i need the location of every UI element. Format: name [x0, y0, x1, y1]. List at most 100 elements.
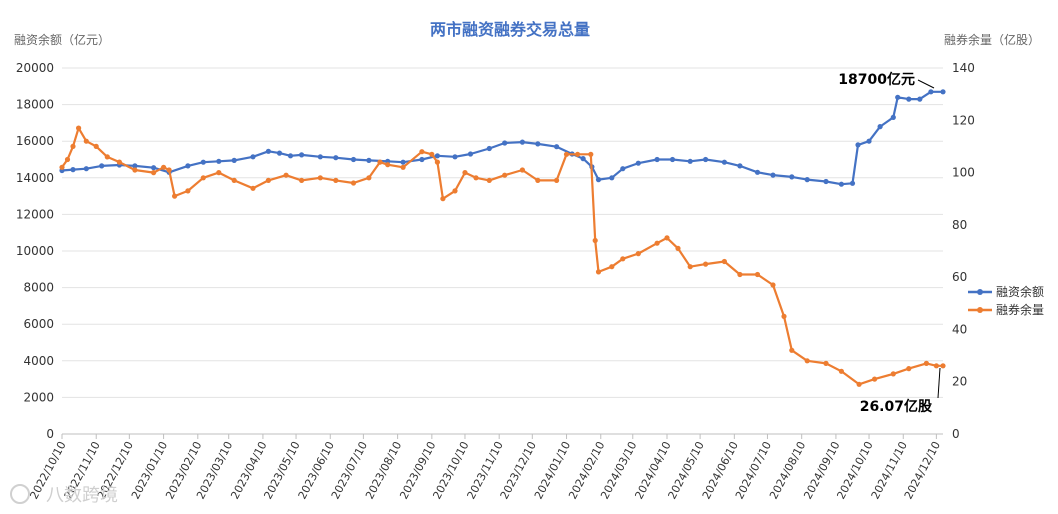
data-point — [856, 381, 862, 387]
y-left-tick-label: 4000 — [23, 354, 54, 368]
y-right-tick-label: 20 — [952, 375, 967, 389]
y-left-tick-label: 0 — [46, 427, 54, 441]
y-left-axis-title: 融资余额（亿元） — [14, 32, 110, 47]
data-point — [486, 145, 492, 152]
chart-title: 两市融资融券交易总量 — [430, 20, 590, 39]
y-left-tick-label: 18000 — [16, 98, 54, 112]
data-point — [595, 269, 602, 275]
legend-label-financing: 融资余额 — [996, 284, 1044, 299]
data-point — [804, 358, 810, 364]
data-point — [535, 177, 541, 183]
data-point — [350, 180, 357, 186]
data-point — [350, 156, 357, 163]
data-point — [452, 154, 458, 160]
data-point — [669, 156, 676, 163]
data-point — [933, 363, 940, 369]
data-point — [940, 363, 946, 369]
y-left-tick-label: 12000 — [16, 207, 54, 221]
data-point — [377, 159, 383, 165]
data-point — [737, 271, 743, 278]
data-point — [866, 138, 872, 144]
data-point — [703, 261, 709, 267]
data-point — [64, 156, 71, 163]
data-point — [419, 156, 425, 163]
data-point — [519, 167, 526, 173]
data-point — [823, 178, 829, 185]
data-point — [151, 170, 157, 176]
data-point — [940, 89, 946, 95]
data-point — [675, 245, 681, 251]
data-point — [554, 144, 560, 150]
data-point — [317, 154, 323, 160]
data-point — [535, 141, 541, 147]
series-financing — [59, 89, 946, 187]
legend: 融资余额 融券余量 — [968, 284, 1044, 317]
data-point — [231, 157, 237, 163]
data-point — [172, 193, 178, 199]
annotation-short-leader — [937, 367, 941, 399]
data-point — [804, 177, 810, 183]
data-point — [620, 166, 626, 172]
data-point — [452, 188, 458, 194]
data-point — [83, 166, 89, 172]
data-point — [838, 368, 845, 374]
data-point — [434, 153, 440, 159]
data-point — [877, 124, 883, 130]
data-point — [770, 282, 776, 288]
data-point — [917, 96, 923, 102]
data-point — [59, 164, 65, 170]
y-left-tick-label: 6000 — [23, 317, 54, 331]
annotation-short-label: 26.07亿股 — [860, 398, 933, 415]
data-point — [276, 150, 283, 156]
y-right-tick-label: 40 — [952, 322, 967, 336]
data-point — [70, 143, 76, 149]
data-point — [473, 175, 479, 181]
data-point — [231, 177, 237, 183]
series-layer — [59, 89, 946, 387]
data-point — [563, 151, 570, 157]
y-left-tick-label: 20000 — [16, 61, 54, 75]
data-point — [872, 376, 878, 382]
data-point — [265, 177, 271, 183]
data-point — [99, 163, 105, 169]
data-point — [333, 177, 339, 183]
y-right-axis: 0 20 40 60 80 100 120 140 — [952, 61, 975, 441]
data-point — [83, 138, 89, 144]
series-short — [59, 125, 946, 387]
data-point — [283, 172, 289, 178]
data-point — [151, 165, 157, 171]
data-point — [161, 164, 167, 170]
annotation-financing-label: 18700亿元 — [838, 71, 915, 88]
annotation-financing: 18700亿元 — [838, 71, 935, 89]
data-point — [429, 151, 435, 157]
data-point — [609, 175, 615, 181]
data-point — [554, 177, 560, 183]
data-point — [575, 151, 581, 157]
data-point — [502, 172, 508, 178]
y-left-tick-label: 10000 — [16, 244, 54, 258]
data-point — [434, 159, 440, 165]
data-point — [132, 167, 138, 173]
y-right-tick-label: 60 — [952, 270, 967, 284]
data-point — [890, 114, 896, 120]
data-point — [890, 371, 896, 377]
data-point — [703, 156, 709, 163]
data-point — [588, 151, 594, 157]
y-right-tick-label: 80 — [952, 218, 967, 232]
y-right-tick-label: 120 — [952, 113, 975, 127]
data-point — [76, 125, 82, 131]
y-right-tick-label: 140 — [952, 61, 975, 75]
data-point — [654, 156, 660, 163]
y-right-axis-title: 融券余量（亿股） — [944, 32, 1040, 47]
data-point — [519, 139, 526, 145]
data-point — [737, 163, 743, 169]
annotation-short: 26.07亿股 — [860, 367, 941, 415]
legend-marker-short — [977, 307, 983, 313]
data-point — [185, 188, 191, 194]
data-point — [250, 154, 256, 160]
data-point — [502, 140, 508, 146]
watermark: 八数跨境 — [10, 484, 118, 506]
data-point — [664, 235, 670, 241]
data-point — [895, 94, 901, 100]
